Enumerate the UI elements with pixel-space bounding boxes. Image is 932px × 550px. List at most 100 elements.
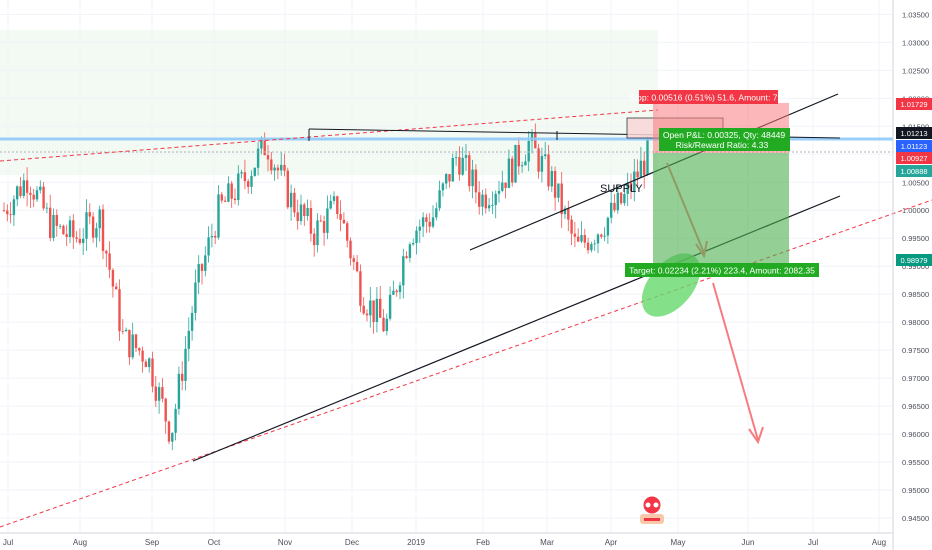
candle[interactable] [534,123,537,149]
candle[interactable] [309,200,313,242]
candle[interactable] [478,181,481,215]
candle[interactable] [626,172,629,207]
candle[interactable] [507,149,511,189]
candle[interactable] [445,173,448,190]
candle[interactable] [586,237,590,254]
candle[interactable] [517,137,520,175]
candle[interactable] [511,156,514,187]
candle[interactable] [250,170,253,195]
candle[interactable] [388,286,392,321]
candle[interactable] [557,183,560,203]
candle[interactable] [458,146,461,181]
candle[interactable] [392,280,395,296]
candle[interactable] [484,188,487,214]
candle[interactable] [9,201,12,224]
candle[interactable] [101,204,105,260]
candle[interactable] [171,432,174,451]
candle[interactable] [514,144,517,183]
candle[interactable] [214,230,217,245]
candle[interactable] [115,282,118,290]
candle[interactable] [326,195,329,240]
candle[interactable] [619,191,623,205]
candle[interactable] [256,142,260,176]
candle[interactable] [296,199,299,230]
candle[interactable] [204,246,207,277]
candle[interactable] [342,212,346,224]
candle[interactable] [520,161,524,173]
candle[interactable] [573,222,577,248]
candle[interactable] [560,171,563,228]
candle[interactable] [421,212,425,238]
candle[interactable] [157,382,161,414]
candle[interactable] [12,195,16,227]
candle[interactable] [454,150,458,166]
candle[interactable] [563,205,567,219]
candle[interactable] [504,182,507,199]
candle[interactable] [227,176,230,203]
candle[interactable] [148,357,151,373]
candle[interactable] [39,180,42,194]
candle[interactable] [289,184,293,221]
candle[interactable] [346,221,349,248]
candle[interactable] [75,231,78,243]
candle[interactable] [471,159,474,199]
candle[interactable] [58,223,62,230]
candle[interactable] [174,403,177,441]
candle[interactable] [266,144,270,172]
candle[interactable] [540,147,544,183]
candle[interactable] [596,233,600,254]
candle[interactable] [464,144,468,171]
candle[interactable] [134,333,138,353]
candle[interactable] [19,176,22,199]
candle[interactable] [435,202,438,221]
candle[interactable] [65,224,68,247]
candle[interactable] [616,185,619,214]
candle[interactable] [128,329,131,365]
candle[interactable] [98,205,101,242]
candle[interactable] [42,182,45,211]
candle[interactable] [207,226,210,263]
candle[interactable] [623,184,626,206]
candle[interactable] [524,154,527,166]
candle[interactable] [494,190,497,219]
candle[interactable] [299,194,303,225]
candle[interactable] [336,195,339,219]
candle[interactable] [181,361,184,391]
candle[interactable] [273,164,276,181]
candle[interactable] [468,150,471,192]
candle[interactable] [121,318,124,335]
candle[interactable] [118,279,121,341]
candle[interactable] [550,166,553,192]
candle[interactable] [49,194,52,242]
candle[interactable] [35,186,39,202]
candle[interactable] [220,192,223,204]
candle[interactable] [418,219,421,244]
candle[interactable] [428,213,431,233]
candle[interactable] [62,224,65,235]
candle[interactable] [636,159,639,188]
candle[interactable] [237,165,240,206]
candle[interactable] [270,151,273,175]
candle[interactable] [385,313,388,336]
candle[interactable] [491,191,494,214]
candle[interactable] [613,193,616,213]
candle[interactable] [108,241,111,279]
candle[interactable] [629,173,633,200]
candle[interactable] [448,174,451,188]
candle[interactable] [431,205,435,229]
candle[interactable] [349,237,352,266]
candle[interactable] [68,215,72,244]
candle[interactable] [29,186,32,209]
candle[interactable] [154,375,157,408]
candle[interactable] [88,203,91,225]
candle[interactable] [85,199,88,251]
candle[interactable] [610,189,613,224]
candle[interactable] [547,144,550,191]
candle[interactable] [372,300,375,334]
candle[interactable] [55,209,58,237]
candle[interactable] [161,378,164,403]
candle[interactable] [16,185,19,207]
candle[interactable] [138,347,141,356]
candle[interactable] [451,153,454,182]
candle[interactable] [497,180,501,203]
